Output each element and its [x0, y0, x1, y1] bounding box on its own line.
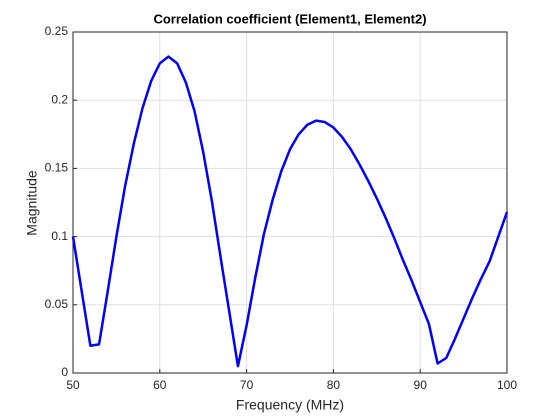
x-tick-label: 80	[327, 378, 341, 392]
y-tick-label: 0.1	[51, 229, 68, 243]
axes-box	[72, 31, 508, 374]
line	[71, 55, 509, 368]
y-tick-label: 0.15	[45, 161, 69, 175]
y-tick-label: 0	[61, 365, 68, 379]
plot-area	[73, 32, 507, 373]
y-tick-label: 0.25	[45, 24, 69, 38]
chart-title: Correlation coefficient (Element1, Eleme…	[153, 11, 426, 26]
y-tick-label: 0.2	[51, 92, 68, 106]
y-tick-label: 0.05	[45, 297, 69, 311]
x-tick-label: 90	[414, 378, 428, 392]
y-axis-label: Magnitude	[24, 170, 40, 236]
x-tick-label: 100	[497, 378, 517, 392]
x-axis-label: Frequency (MHz)	[236, 397, 344, 413]
x-tick-label: 60	[153, 378, 167, 392]
x-tick-label: 70	[240, 378, 254, 392]
x-tick-label: 50	[66, 378, 80, 392]
